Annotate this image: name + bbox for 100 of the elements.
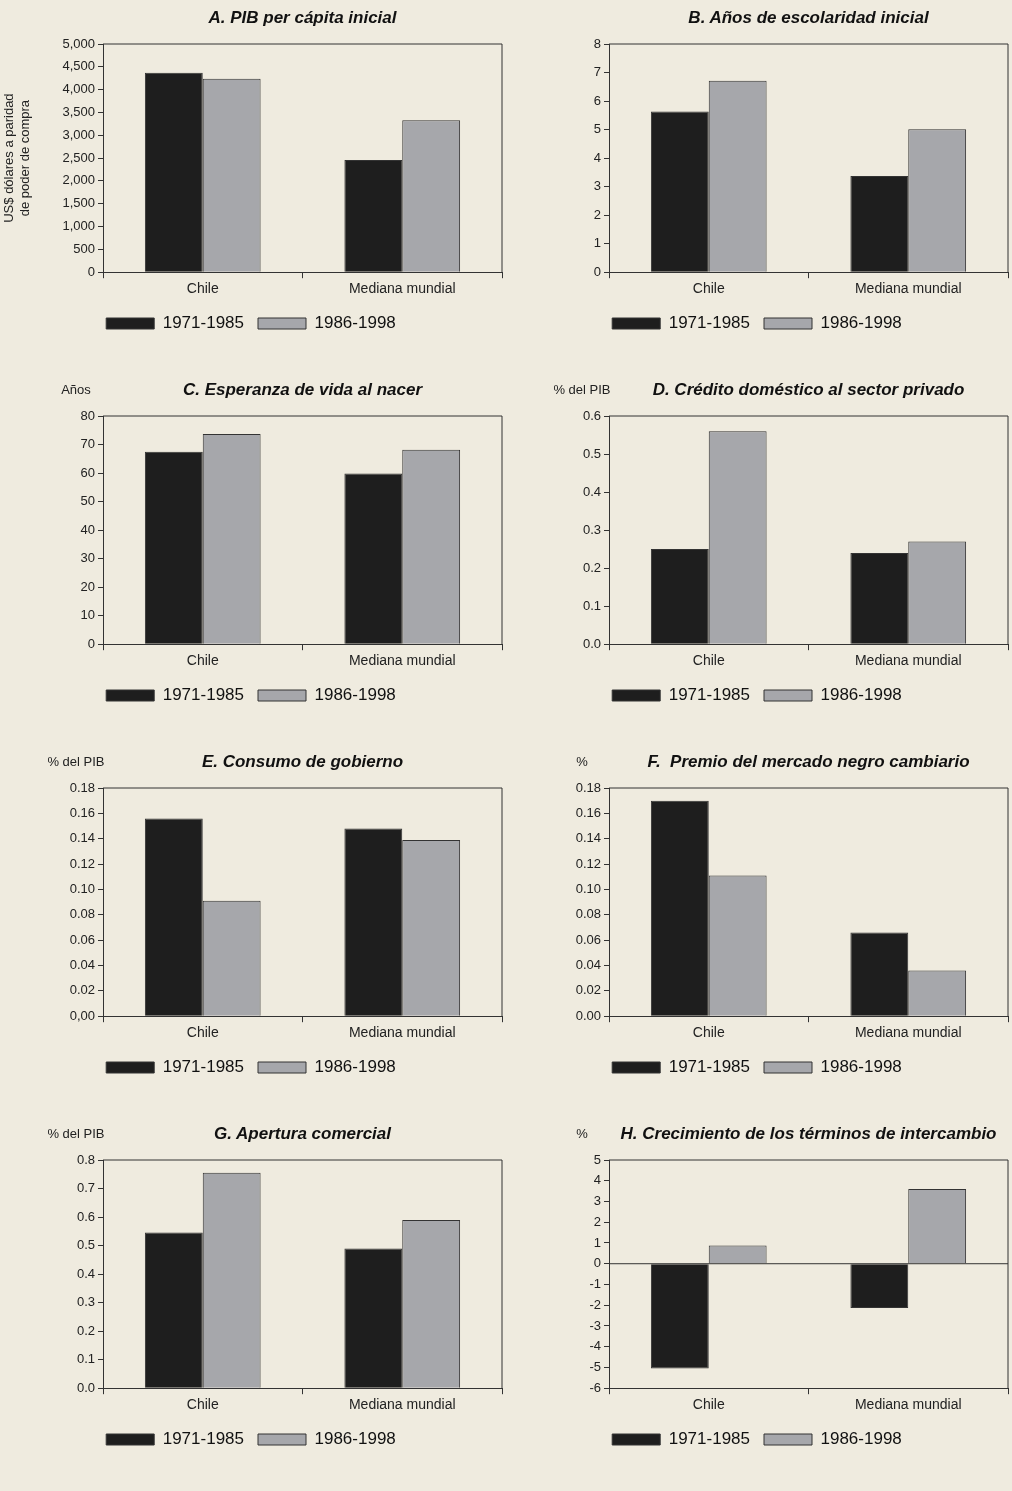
legend-label: 1986-1998 xyxy=(820,1057,902,1077)
legend-label: 1971-1985 xyxy=(668,1429,751,1449)
y-tick-label: 500 xyxy=(73,240,95,256)
y-tick-label: -5 xyxy=(589,1359,601,1375)
x-tick-label: Mediana mundial xyxy=(348,652,456,669)
y-tick-label: 0.0 xyxy=(76,1379,95,1395)
y-tick-label: 1 xyxy=(593,1234,601,1250)
chart-title: G. Apertura comercial xyxy=(214,1123,393,1143)
y-tick-label: 6 xyxy=(593,92,601,108)
y-tick-label: 80 xyxy=(80,407,95,423)
y-axis-title: % del PIB xyxy=(47,753,105,769)
legend-label: 1971-1985 xyxy=(668,1057,751,1077)
y-tick-label: 0.06 xyxy=(69,931,95,947)
y-tick-label: 4,000 xyxy=(62,81,95,97)
y-tick-label: 0 xyxy=(87,263,95,279)
y-tick-label: -2 xyxy=(589,1296,601,1312)
y-axis-title: % xyxy=(576,753,589,769)
x-tick-label: Chile xyxy=(186,280,219,297)
y-tick-label: 0.04 xyxy=(69,957,95,973)
y-tick-label: 1,500 xyxy=(62,195,95,211)
chart-title: H. Crecimiento de los términos de intercambio xyxy=(620,1123,997,1143)
chart-title: D. Crédito doméstico al sector privado xyxy=(652,379,965,399)
y-tick-label: 4,500 xyxy=(62,58,95,74)
y-tick-label: 40 xyxy=(80,521,95,537)
y-tick-label: 4 xyxy=(593,1172,601,1188)
y-tick-label: 0.18 xyxy=(575,779,601,795)
y-tick-label: -1 xyxy=(589,1276,601,1292)
y-tick-label: 0.14 xyxy=(575,830,601,846)
y-tick-label: 0.16 xyxy=(69,804,95,820)
legend-label: 1986-1998 xyxy=(314,313,396,333)
y-axis-title: % xyxy=(576,1125,589,1141)
y-tick-label: 0.10 xyxy=(575,881,601,896)
y-tick-label: 60 xyxy=(80,464,95,480)
y-tick-label: 0.02 xyxy=(69,982,95,998)
y-tick-label: 0.14 xyxy=(69,830,95,846)
x-tick-label: Chile xyxy=(692,652,725,669)
y-tick-label: 8 xyxy=(593,35,601,51)
legend-label: 1986-1998 xyxy=(820,1429,902,1449)
y-tick-label: 0.12 xyxy=(575,855,601,871)
x-tick-label: Chile xyxy=(692,1396,725,1413)
y-tick-label: 5 xyxy=(593,121,601,137)
legend-label: 1971-1985 xyxy=(668,313,751,333)
legend-label: 1986-1998 xyxy=(314,1429,396,1449)
y-tick-label: 0.5 xyxy=(582,445,601,461)
y-axis-title: % del PIB xyxy=(47,1125,105,1141)
y-tick-label: 0.6 xyxy=(76,1208,95,1224)
x-tick-label: Mediana mundial xyxy=(854,1396,962,1413)
y-tick-label: 4 xyxy=(593,149,601,165)
y-tick-label: 0.06 xyxy=(575,931,601,947)
x-tick-label: Chile xyxy=(186,652,219,669)
y-tick-label: 70 xyxy=(80,436,95,452)
y-tick-label: 3 xyxy=(593,1193,601,1209)
x-tick-label: Mediana mundial xyxy=(854,1024,962,1041)
legend-label: 1986-1998 xyxy=(314,685,396,705)
y-tick-label: 5 xyxy=(593,1151,601,1167)
legend-label: 1971-1985 xyxy=(162,313,245,333)
y-tick-label: 0.04 xyxy=(575,957,601,973)
y-tick-label: 0.3 xyxy=(76,1294,95,1310)
y-tick-label: 3,500 xyxy=(62,104,95,120)
y-tick-label: 3 xyxy=(593,178,601,194)
x-tick-label: Chile xyxy=(186,1396,219,1413)
y-tick-label: 1 xyxy=(593,235,601,251)
x-tick-label: Mediana mundial xyxy=(348,280,456,297)
x-tick-label: Chile xyxy=(692,280,725,297)
y-tick-label: 0 xyxy=(593,1255,601,1271)
y-tick-label: 2,500 xyxy=(62,149,95,165)
legend-label: 1986-1998 xyxy=(314,1057,396,1077)
y-tick-label: 0.1 xyxy=(76,1351,95,1367)
y-tick-label: 0,00 xyxy=(69,1007,95,1023)
y-tick-label: 0.00 xyxy=(575,1007,601,1023)
x-tick-label: Mediana mundial xyxy=(348,1024,456,1041)
y-tick-label: 0.3 xyxy=(582,521,601,537)
y-tick-label: 5,000 xyxy=(62,35,95,51)
y-tick-label: 0 xyxy=(593,263,601,279)
y-tick-label: 0.10 xyxy=(69,881,95,896)
chart-title: F. Premio del mercado negro cambiario xyxy=(647,751,970,771)
legend-label: 1986-1998 xyxy=(820,685,902,705)
y-axis-title: US$ dólares a paridad de poder de compra xyxy=(1,93,32,223)
chart-title: C. Esperanza de vida al nacer xyxy=(182,379,424,399)
x-tick-label: Chile xyxy=(692,1024,725,1041)
y-tick-label: 0.6 xyxy=(582,407,601,423)
y-tick-label: 3,000 xyxy=(62,126,95,142)
x-tick-label: Mediana mundial xyxy=(854,280,962,297)
chart-title: B. Años de escolaridad inicial xyxy=(688,7,930,27)
x-tick-label: Mediana mundial xyxy=(348,1396,456,1413)
y-tick-label: 0.16 xyxy=(575,804,601,820)
y-tick-label: 0.1 xyxy=(582,597,601,613)
y-tick-label: 2 xyxy=(593,206,601,222)
y-tick-label: -3 xyxy=(589,1317,601,1333)
legend-label: 1971-1985 xyxy=(162,1057,245,1077)
legend-label: 1971-1985 xyxy=(668,685,751,705)
y-tick-label: 0.08 xyxy=(575,906,601,922)
y-axis-title: % del PIB xyxy=(553,381,611,397)
chart-title: E. Consumo de gobierno xyxy=(201,751,404,771)
legend-label: 1986-1998 xyxy=(820,313,902,333)
y-tick-label: -6 xyxy=(589,1379,601,1395)
chart-title: A. PIB per cápita inicial xyxy=(207,7,398,27)
legend-label: 1971-1985 xyxy=(162,685,245,705)
x-tick-label: Mediana mundial xyxy=(854,652,962,669)
y-tick-label: 0.02 xyxy=(575,982,601,998)
